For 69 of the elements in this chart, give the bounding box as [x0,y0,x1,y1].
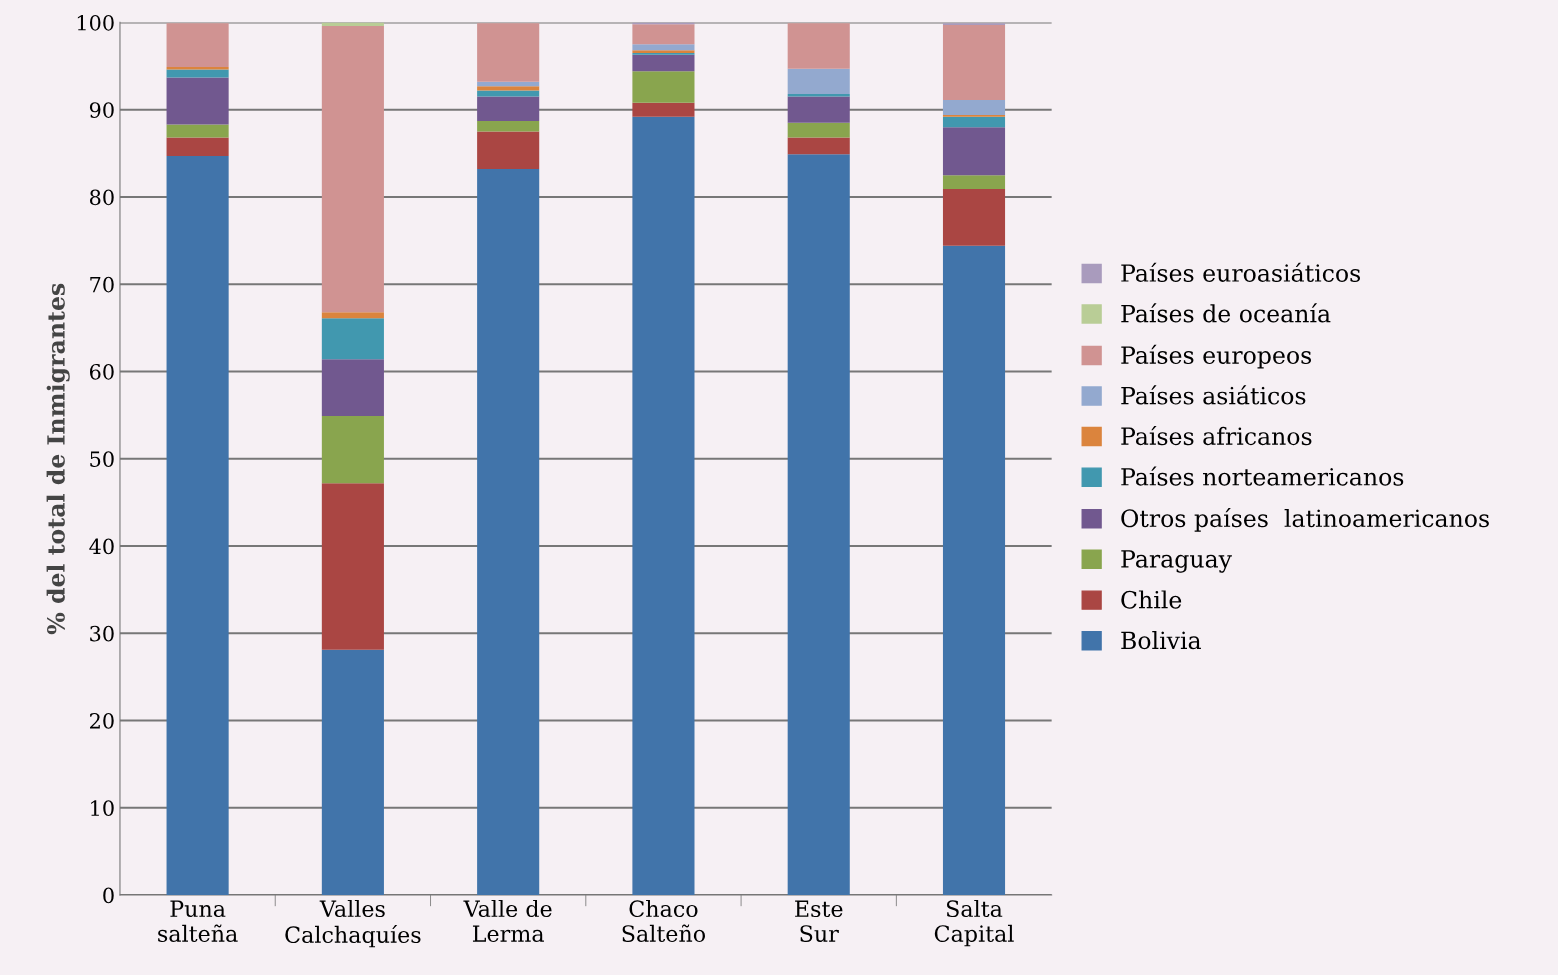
bar [632,71,695,103]
bar [477,23,540,82]
y-tick-label: 30 [90,625,114,642]
y-tick-label: 90 [89,102,114,118]
bar [166,124,229,138]
bar [942,189,1006,246]
bar [787,154,850,896]
bar [787,68,850,94]
y-tick-label: 100 [77,14,114,31]
bar [787,137,850,155]
legend-label: Países de oceanía [1121,303,1331,323]
y-tick-label: 80 [89,189,114,206]
bar [166,23,229,67]
bar [632,54,695,72]
bar [477,86,540,91]
y-tick-label: 70 [90,276,114,293]
bar [942,127,1006,176]
legend-label: Países europeos [1121,344,1312,369]
y-tick-label: 0 [103,887,114,904]
bar [632,102,695,117]
bar [166,77,229,125]
bar [477,121,540,132]
bar [166,137,229,156]
bar [632,44,695,51]
x-tick-label: Valle de Lerma [463,899,552,942]
bar [632,24,695,45]
legend-label: Países euroasiáticos [1121,262,1361,282]
bar [787,23,850,69]
bar [787,96,850,123]
bar [166,66,229,70]
x-tick-label: Salta Capital [934,899,1014,947]
bar [632,116,695,896]
bar [321,415,384,484]
bar [321,359,384,416]
legend-label: Otros países latinoamericanos [1121,507,1489,532]
bar [166,155,229,896]
y-tick-label: 20 [90,712,114,729]
legend-label: Países norteamericanos [1121,466,1404,486]
x-tick-label: Chaco Salteño [622,899,705,942]
bar [321,312,384,319]
bar [942,25,1006,101]
bar [321,483,384,650]
legend-label: Países africanos [1121,425,1312,446]
bar [942,100,1006,115]
bar [942,175,1006,190]
bar [477,90,540,97]
y-axis-title: % del total de Inmigrantes [46,283,70,635]
legend-label: Países asiáticos [1121,385,1306,405]
bar [942,116,1006,128]
legend-label: Paraguay [1121,550,1232,573]
bar [477,131,540,170]
bar [477,96,540,122]
bar [321,318,384,360]
bar [787,93,850,97]
bar [477,81,540,87]
legend-label: Bolivia [1121,630,1201,650]
bar [942,245,1006,896]
x-tick-label: Este Sur [795,900,843,942]
bar [477,169,540,896]
bar [787,122,850,138]
y-tick-label: 10 [91,800,114,816]
x-tick-label: Puna salteña [158,900,238,942]
legend-label: Chile [1121,590,1182,609]
x-tick-label: Valles Calchaquíes [285,899,421,948]
y-tick-label: 50 [90,451,114,467]
bar [321,25,384,313]
y-tick-label: 40 [89,538,114,555]
y-tick-label: 60 [89,363,114,380]
bar [321,649,384,896]
